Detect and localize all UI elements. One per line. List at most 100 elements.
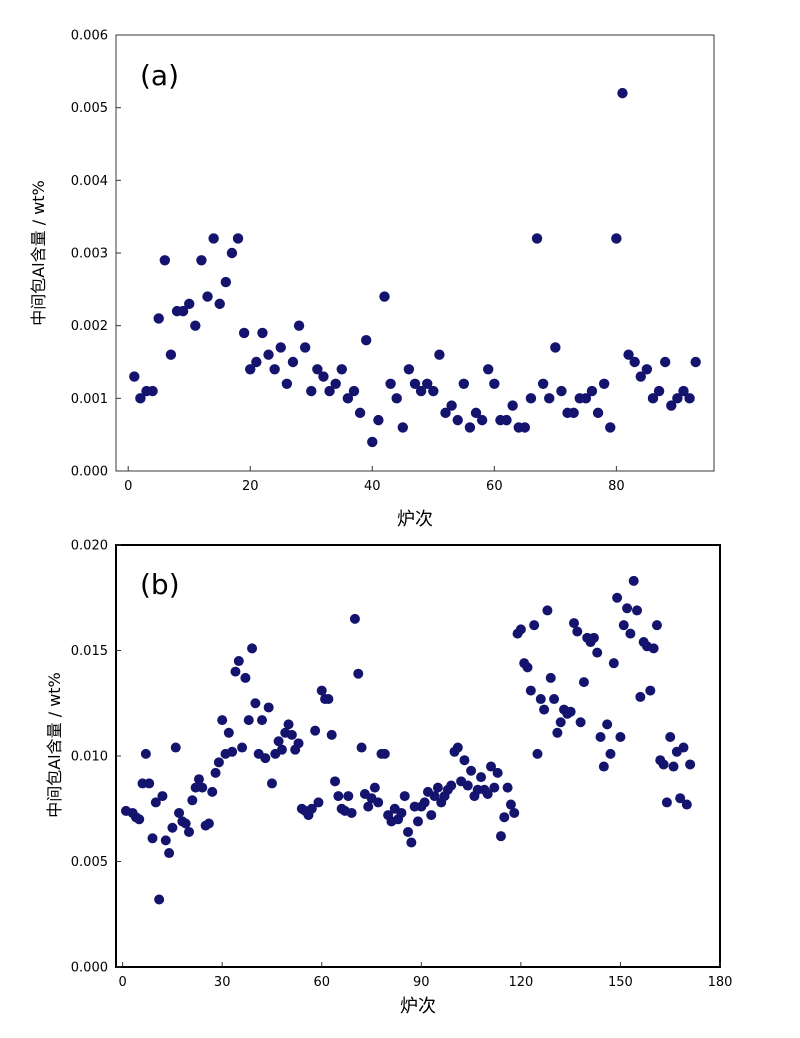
y-ticks-b: 0.000 0.005 0.010 0.015 0.020: [71, 539, 121, 976]
data-point: [197, 782, 208, 793]
data-point: [353, 668, 364, 679]
data-point: [446, 780, 457, 791]
data-point: [666, 400, 677, 411]
data-point: [592, 647, 603, 658]
y-tick-label: 0.004: [71, 174, 108, 189]
data-point: [273, 736, 284, 747]
data-point: [507, 400, 518, 411]
x-tick-label: 90: [413, 975, 430, 990]
data-point: [184, 298, 195, 310]
x-axis-label-b: 炉次: [400, 996, 436, 1017]
x-tick-label: 120: [508, 975, 533, 990]
data-point: [247, 643, 258, 654]
data-point: [223, 727, 234, 738]
data-point: [275, 342, 286, 353]
data-point: [349, 613, 360, 624]
y-tick-label: 0.006: [71, 29, 108, 44]
data-point: [470, 407, 482, 419]
data-point: [452, 742, 463, 753]
y-axis-label-a: 中间包Al含量 / wt%: [29, 180, 48, 326]
data-point: [618, 620, 629, 631]
data-point: [615, 732, 626, 743]
data-point: [227, 746, 238, 757]
data-point: [129, 371, 140, 382]
data-point: [466, 765, 477, 776]
data-point: [658, 759, 669, 770]
data-point: [578, 677, 589, 688]
points-b: [120, 575, 696, 905]
data-point: [492, 767, 503, 778]
data-point: [502, 782, 513, 793]
panel-b: (b) 炉次 中间包Al含量 / wt% 0 30 60 90 120 150 180 0.…: [45, 539, 732, 1018]
data-point: [459, 755, 470, 766]
panel-label-a: (a): [140, 59, 179, 92]
y-tick-label: 0.002: [71, 319, 108, 334]
data-point: [373, 797, 384, 808]
x-tick-label: 60: [486, 479, 503, 494]
data-point: [515, 624, 526, 635]
data-point: [482, 788, 493, 799]
data-point: [154, 894, 165, 905]
y-tick-label: 0.010: [71, 750, 108, 765]
data-point: [617, 87, 628, 99]
data-point: [147, 385, 158, 397]
data-point: [413, 816, 423, 827]
data-point: [499, 812, 510, 823]
x-ticks-a: 0 20 40 60 80: [124, 466, 625, 494]
data-point: [150, 797, 161, 808]
data-point: [403, 364, 415, 375]
data-point: [373, 414, 384, 426]
data-point: [257, 327, 268, 339]
x-tick-label: 150: [608, 975, 633, 990]
data-point: [363, 801, 374, 812]
y-tick-label: 0.001: [71, 392, 108, 407]
data-point: [180, 818, 191, 829]
data-point: [605, 748, 616, 759]
data-point: [286, 729, 297, 740]
x-tick-label: 80: [608, 479, 625, 494]
data-point: [549, 694, 560, 705]
data-point: [293, 320, 305, 331]
data-point: [263, 702, 274, 713]
data-point: [661, 797, 672, 808]
data-point: [214, 298, 225, 310]
data-point: [306, 803, 317, 814]
plot-frame-a: [115, 34, 715, 472]
data-point: [532, 748, 543, 759]
x-axis-label-a: 炉次: [397, 509, 433, 530]
data-point: [598, 761, 609, 772]
data-point: [635, 371, 646, 382]
data-point: [486, 761, 497, 772]
data-point: [269, 364, 280, 375]
data-point: [165, 349, 177, 360]
data-point: [598, 378, 610, 389]
data-point: [544, 393, 555, 404]
data-point: [237, 742, 248, 753]
data-point: [665, 732, 676, 743]
data-point: [326, 729, 337, 740]
data-point: [489, 378, 500, 389]
data-point: [396, 807, 407, 818]
data-point: [226, 247, 238, 259]
data-point: [323, 694, 334, 705]
data-point: [608, 658, 619, 669]
points-a: [129, 87, 701, 448]
data-point: [135, 393, 146, 404]
data-point: [324, 385, 335, 397]
data-point: [595, 732, 606, 743]
data-point: [632, 605, 643, 616]
x-tick-label: 60: [313, 975, 330, 990]
data-point: [690, 356, 701, 368]
data-point: [419, 797, 430, 808]
data-point: [250, 698, 261, 709]
data-point: [426, 810, 437, 821]
data-point: [409, 378, 421, 389]
data-point: [217, 715, 228, 726]
data-point: [174, 807, 185, 818]
data-point: [651, 620, 662, 631]
data-point: [531, 233, 543, 244]
data-point: [220, 276, 232, 288]
data-point: [641, 364, 653, 375]
y-tick-label: 0.005: [71, 855, 108, 870]
x-ticks-b: 0 30 60 90 120 150 180: [118, 962, 732, 990]
